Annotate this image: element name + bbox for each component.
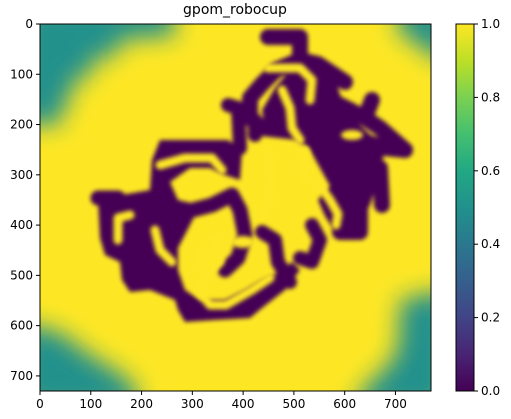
free-hole-bottom bbox=[197, 246, 207, 270]
x-tick-label: 0 bbox=[36, 397, 44, 411]
colorbar-tick-label: 0.2 bbox=[481, 311, 500, 325]
colorbar-tick-label: 0.0 bbox=[481, 384, 500, 398]
y-tick-label: 0 bbox=[25, 17, 33, 31]
corner-bottom-left bbox=[40, 327, 137, 391]
y-tick-label: 200 bbox=[10, 118, 33, 132]
y-tick-label: 400 bbox=[10, 218, 33, 232]
corner-unknown-regions bbox=[40, 24, 431, 391]
obstacle-left-arms bbox=[90, 187, 253, 278]
y-tick-label: 600 bbox=[10, 319, 33, 333]
free-path-upper bbox=[263, 63, 317, 145]
x-tick-label: 600 bbox=[333, 397, 356, 411]
x-tick-label: 700 bbox=[384, 397, 407, 411]
colorbar bbox=[455, 23, 475, 392]
y-tick-label: 100 bbox=[10, 67, 33, 81]
x-tick-label: 300 bbox=[181, 397, 204, 411]
y-axis: 0 100 200 300 400 500 600 700 bbox=[10, 17, 40, 383]
free-holes bbox=[113, 63, 363, 310]
free-path-left bbox=[113, 153, 227, 267]
free-path-center bbox=[257, 145, 343, 230]
free-hole-middle bbox=[231, 236, 255, 248]
y-tick-label: 500 bbox=[10, 268, 33, 282]
colorbar-tick-label: 0.4 bbox=[481, 237, 500, 251]
plot-frame bbox=[39, 23, 432, 392]
colorbar-tick-label: 0.8 bbox=[481, 90, 500, 104]
corner-top-left bbox=[40, 24, 175, 125]
heatmap bbox=[40, 24, 431, 391]
obstacle-center-column bbox=[221, 98, 262, 155]
x-tick-label: 500 bbox=[282, 397, 305, 411]
corner-top-right bbox=[398, 24, 431, 57]
colorbar-tick-label: 0.6 bbox=[481, 164, 500, 178]
corner-bottom-right bbox=[362, 293, 431, 391]
y-tick-label: 700 bbox=[10, 369, 33, 383]
x-axis: 0 100 200 300 400 500 600 700 bbox=[36, 391, 407, 411]
x-tick-label: 200 bbox=[130, 397, 153, 411]
obstacle-middle-fill bbox=[98, 140, 300, 322]
x-tick-label: 100 bbox=[79, 397, 102, 411]
colorbar-axis: 0.0 0.2 0.4 0.6 0.8 1.0 bbox=[474, 17, 500, 398]
free-hole-right bbox=[341, 130, 363, 140]
free-path-lower bbox=[193, 235, 275, 310]
y-tick-label: 300 bbox=[10, 168, 33, 182]
obstacle-lower bbox=[255, 218, 327, 289]
chart-title: gpom_robocup bbox=[183, 2, 287, 18]
colorbar-tick-label: 1.0 bbox=[481, 17, 500, 31]
x-tick-label: 400 bbox=[232, 397, 255, 411]
